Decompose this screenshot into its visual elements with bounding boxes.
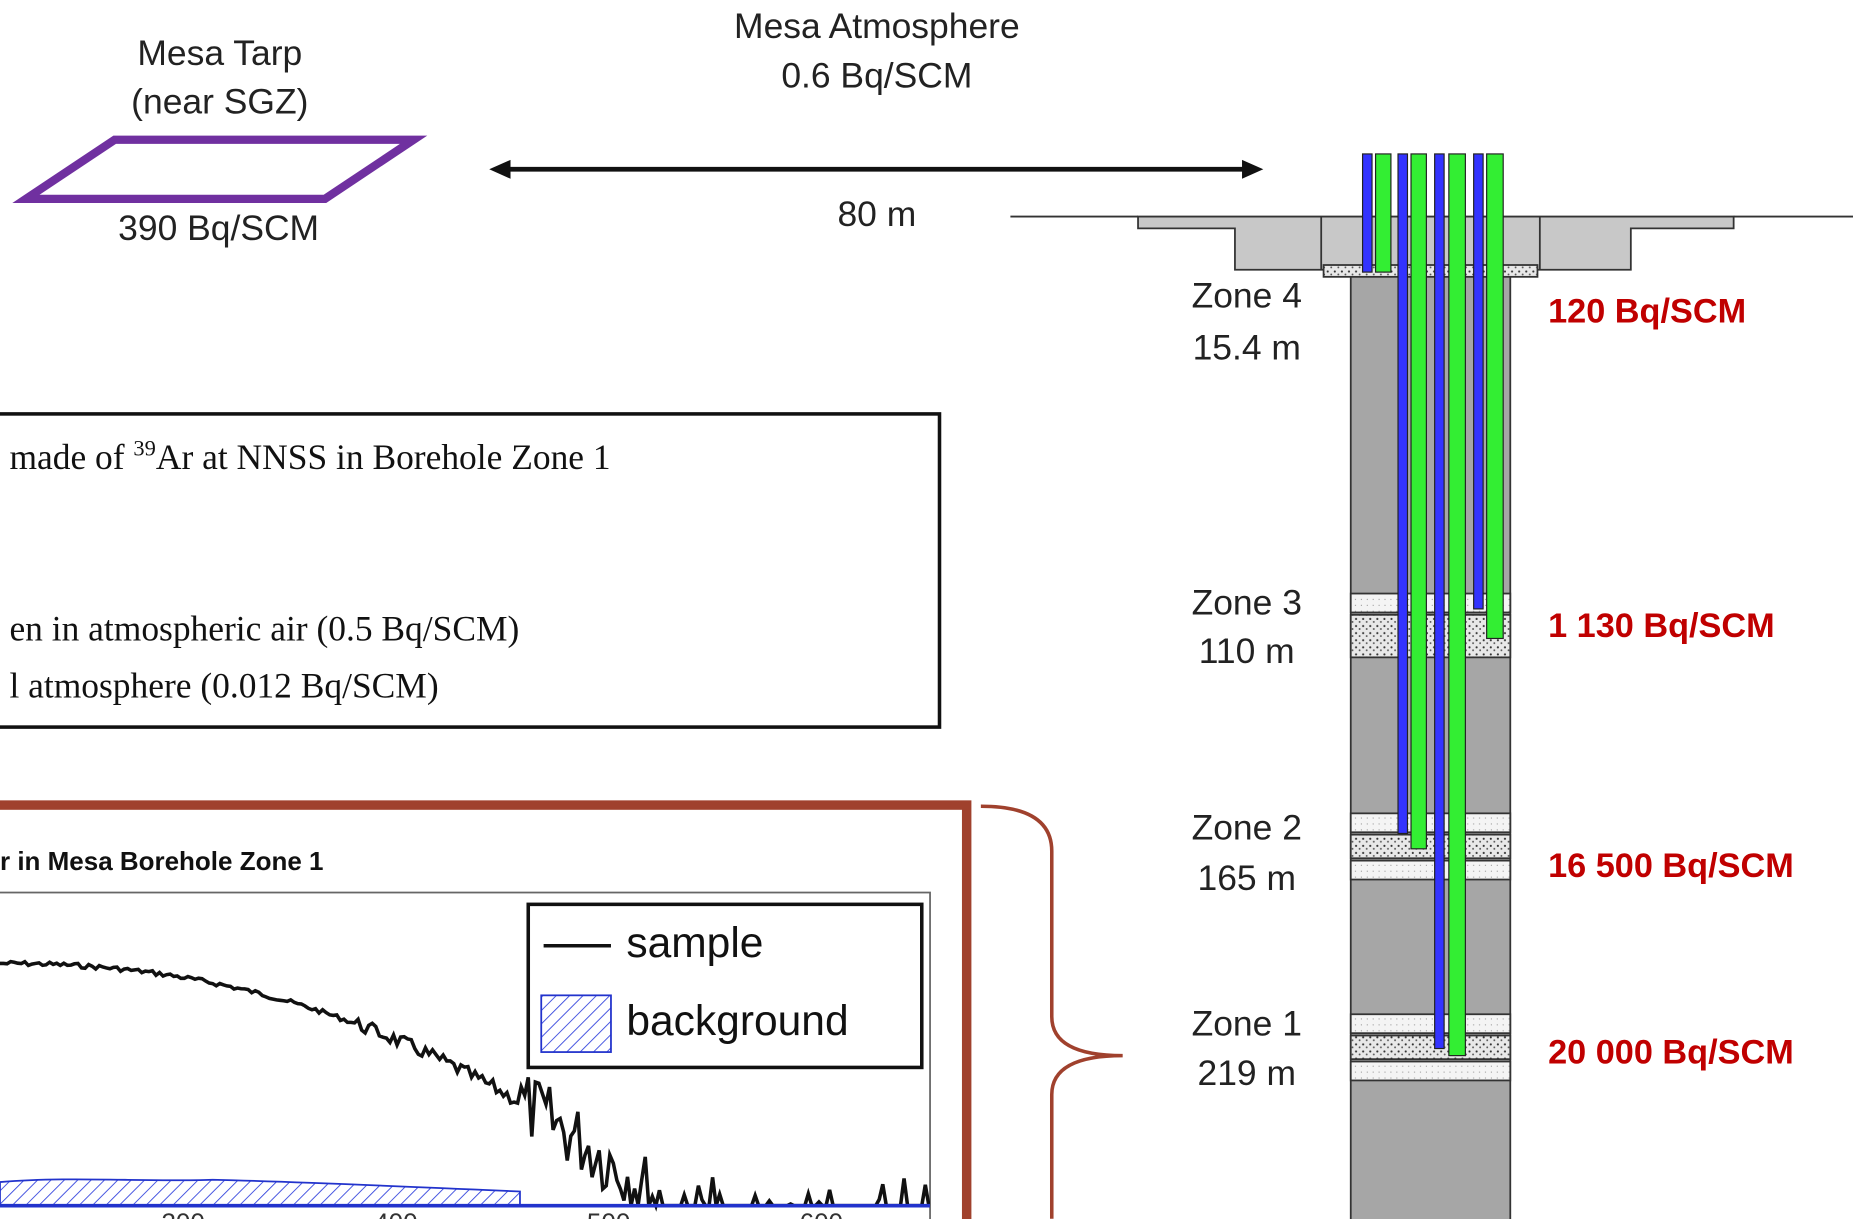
zone-depth: 110 m	[1199, 631, 1295, 671]
zone-activity: 120 Bq/SCM	[1548, 293, 1746, 331]
x-tick-label: 500	[587, 1207, 630, 1219]
sampling-tubes	[1361, 153, 1504, 1057]
bracket	[980, 804, 1123, 1219]
tarp-subtitle: (near SGZ)	[131, 82, 308, 122]
zone-depth: 219 m	[1198, 1053, 1297, 1093]
note-superscript: 39	[133, 436, 155, 461]
tarp-title: Mesa Tarp	[137, 33, 302, 73]
note-box	[0, 412, 942, 729]
legend-swatch	[540, 994, 612, 1053]
tarp-shape	[12, 135, 428, 203]
note-text: made of	[9, 437, 133, 477]
distance-arrow	[489, 159, 1264, 179]
note-line: l atmosphere (0.012 Bq/SCM)	[9, 665, 438, 705]
note-text: Ar at NNSS in Borehole Zone 1	[156, 437, 611, 477]
x-tick-label: 600	[800, 1207, 843, 1219]
zone-depth: 15.4 m	[1193, 327, 1301, 367]
zone-activity: 20 000 Bq/SCM	[1548, 1033, 1794, 1071]
x-tick-label: 300	[161, 1207, 204, 1219]
zone-depth: 165 m	[1198, 858, 1297, 898]
zone-label: Zone 2	[1192, 807, 1302, 847]
distance-label: 80 m	[837, 194, 916, 234]
spectrum-title: r in Mesa Borehole Zone 1	[0, 846, 323, 876]
tarp-activity: 390 Bq/SCM	[118, 208, 319, 248]
x-tick-label: 400	[374, 1207, 417, 1219]
zone-activity: 1 130 Bq/SCM	[1548, 607, 1775, 645]
legend-label: background	[626, 997, 848, 1045]
atmosphere-title: Mesa Atmosphere	[734, 6, 1020, 46]
note-line: made of 39Ar at NNSS in Borehole Zone 1	[9, 436, 610, 478]
zone-label: Zone 1	[1192, 1003, 1302, 1043]
note-line: en in atmospheric air (0.5 Bq/SCM)	[9, 609, 519, 649]
atmosphere-activity: 0.6 Bq/SCM	[781, 56, 972, 96]
spectrum-curves	[0, 959, 931, 1212]
legend-label: sample	[626, 919, 763, 967]
zone-label: Zone 4	[1192, 275, 1302, 315]
zone-activity: 16 500 Bq/SCM	[1548, 847, 1794, 885]
zone-label: Zone 3	[1192, 583, 1302, 623]
